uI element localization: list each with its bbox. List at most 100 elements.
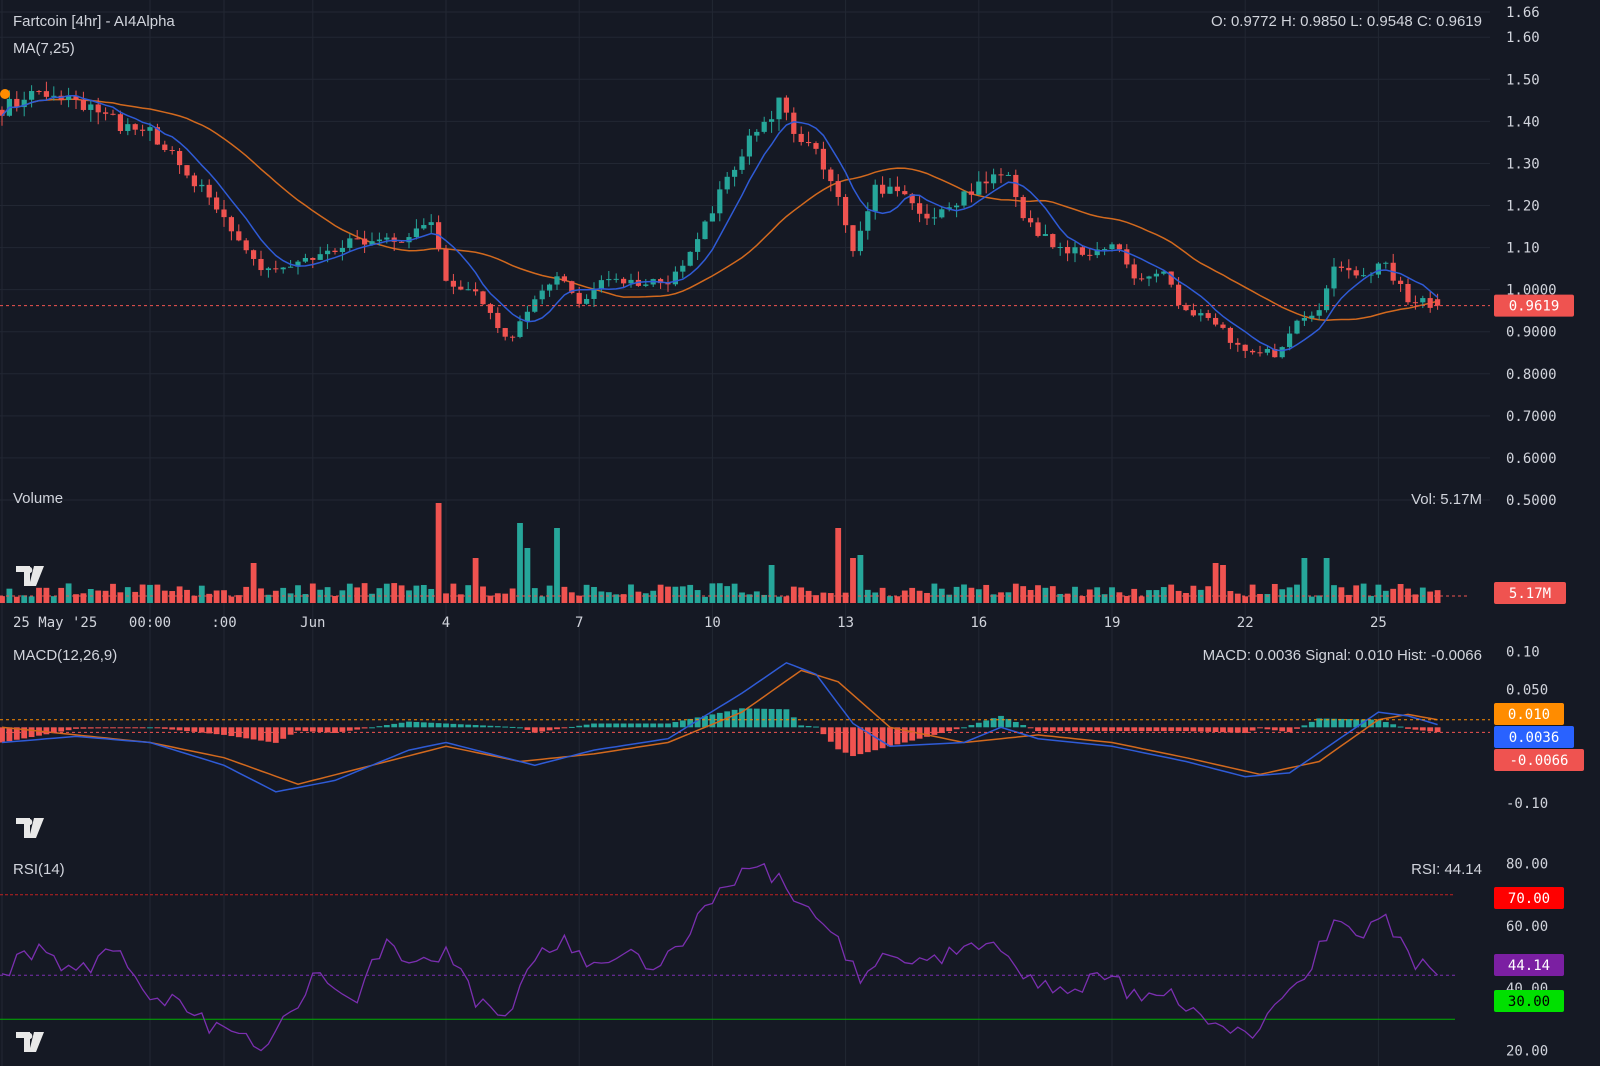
volume-bar	[1138, 596, 1145, 603]
candle-body	[243, 240, 249, 251]
candle-body	[288, 266, 294, 268]
volume-bar	[835, 528, 842, 603]
macd-hist-bar	[361, 727, 368, 729]
candle-body	[221, 209, 227, 218]
price-tick-label: 1.40	[1506, 114, 1540, 130]
macd-hist-bar	[739, 708, 745, 728]
macd-hist-bar	[1353, 719, 1360, 728]
candle-body	[1102, 249, 1108, 251]
macd-hist-bar	[746, 708, 753, 728]
time-tick-label: 10	[704, 615, 721, 631]
macd-hist-bar	[1175, 727, 1182, 732]
macd-hist-bar	[1168, 727, 1175, 732]
volume-bar	[1368, 595, 1374, 603]
candle-body	[1005, 174, 1011, 176]
candle-body	[140, 129, 146, 131]
candle-body	[909, 194, 915, 204]
macd-hist-bar	[1138, 727, 1145, 732]
candle-body	[413, 228, 419, 238]
volume-bar	[1079, 596, 1086, 603]
macd-hist-bar	[87, 727, 94, 729]
ma-slow-polyline	[1, 98, 1438, 321]
volume-bar	[887, 596, 893, 603]
volume-bar	[820, 592, 827, 603]
macd-hist-bar	[672, 721, 679, 728]
volume-bar	[398, 585, 405, 603]
rsi-overbought-badge: 70.00	[1494, 887, 1564, 909]
candle-body	[517, 321, 523, 337]
price-axis[interactable]: 1.66 1.60 1.50 1.40 1.30 1.20 1.10 1.0000 0.9000…	[1506, 5, 1557, 509]
volume-bar	[1086, 589, 1093, 603]
volume-bar	[591, 586, 597, 603]
candle-body	[998, 174, 1004, 176]
volume-bar	[776, 596, 782, 603]
candle-body	[591, 288, 597, 299]
volume-bar	[406, 590, 412, 603]
macd-hist-bar	[6, 727, 13, 742]
candle-body	[658, 279, 664, 284]
time-axis[interactable]: 25 May '25 00:00:00 Jun 4 7 10 13 16 19 22 25	[13, 615, 1387, 631]
volume-bar	[102, 590, 109, 603]
candle-body	[561, 276, 567, 282]
candle-body	[199, 184, 205, 187]
candle-body	[843, 196, 849, 226]
time-tick-label: 22	[1237, 615, 1254, 631]
macd-hist-bar	[968, 725, 975, 728]
macd-hist-bar	[620, 723, 627, 728]
volume-bar	[694, 590, 701, 603]
volume-bar	[1419, 587, 1426, 603]
macd-hist-bar	[1153, 727, 1160, 732]
volume-bar	[250, 563, 257, 603]
volume-bar	[598, 591, 605, 603]
macd-hist-bar	[1360, 719, 1367, 728]
volume-bar	[583, 584, 590, 603]
candle-body	[1287, 333, 1293, 348]
volume-bar	[931, 583, 938, 603]
volume-bar	[1375, 584, 1382, 603]
price-tick-label: 0.9000	[1506, 325, 1557, 341]
candle-body	[495, 312, 501, 329]
macd-hist-bar	[679, 720, 686, 728]
candle-body	[36, 91, 42, 93]
candle-body	[1427, 298, 1433, 308]
volume-bar	[332, 595, 338, 603]
candle-body	[88, 104, 94, 110]
last-price-badge: 0.9619	[1494, 294, 1574, 317]
candle-body	[251, 250, 257, 259]
ma-fast-polyline	[1, 95, 1439, 352]
candle-body	[1139, 278, 1145, 280]
macd-hist-bar	[1012, 721, 1019, 728]
macd-hist-bar	[280, 727, 287, 739]
volume-bar	[1042, 587, 1049, 603]
volume-bar	[827, 593, 834, 603]
volume-bar	[198, 585, 205, 603]
macd-hist-bar	[228, 727, 235, 737]
volume-bar	[161, 590, 168, 603]
volume-bar	[480, 586, 486, 603]
macd-hist-bar	[161, 727, 168, 729]
macd-hist-bar	[198, 727, 205, 733]
volume-bar	[235, 595, 242, 603]
macd-hist-bar	[250, 727, 257, 740]
macd-hist-bar	[502, 726, 509, 728]
macd-hist-bar	[561, 727, 568, 729]
candle-body	[14, 98, 20, 108]
candle-body	[280, 267, 286, 270]
time-tick-label: 25	[1370, 615, 1387, 631]
svg-text:-0.0066: -0.0066	[1509, 753, 1568, 769]
macd-hist-bar	[687, 718, 694, 728]
ohlc-readout: O: 0.9772 H: 0.9850 L: 0.9548 C: 0.9619	[1211, 13, 1482, 30]
candle-body	[880, 184, 886, 194]
price-panel[interactable]	[0, 81, 1490, 359]
macd-hist-bar	[1264, 727, 1271, 730]
svg-text:0.0036: 0.0036	[1509, 730, 1560, 746]
candle-body	[628, 279, 634, 284]
macd-hist-bar	[887, 727, 893, 747]
macd-hist-bar	[946, 727, 953, 732]
candle-body	[1176, 284, 1182, 306]
candle-body	[406, 237, 412, 243]
candle-body	[1272, 348, 1278, 358]
volume-bar	[28, 596, 35, 603]
candle-body	[1205, 313, 1211, 318]
